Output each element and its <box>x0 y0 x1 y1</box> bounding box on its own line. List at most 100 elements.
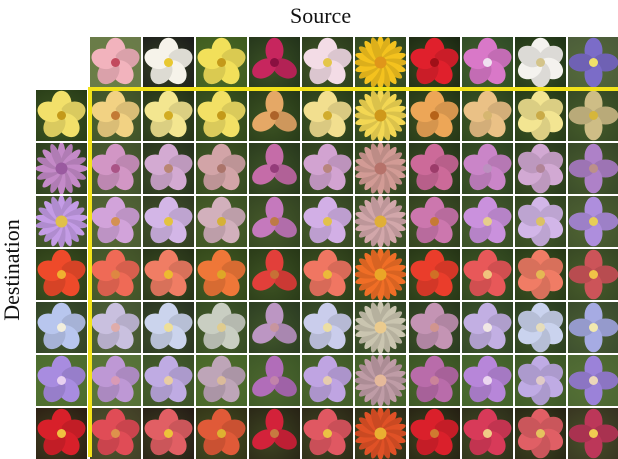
destination-flower-3 <box>36 196 87 247</box>
source-flower-8 <box>462 37 513 88</box>
generated-flower-icon <box>197 143 246 191</box>
grid-flower-r3-c2 <box>143 196 194 247</box>
source-flower-2 <box>143 37 194 88</box>
generated-flower-icon <box>517 196 564 247</box>
generated-flower-icon <box>252 355 297 397</box>
generated-flower-icon <box>91 196 140 244</box>
generated-flower-icon <box>197 408 246 456</box>
generated-flower-icon <box>410 90 459 138</box>
generated-flower-icon <box>303 302 352 350</box>
grid-flower-r4-c6 <box>355 249 406 300</box>
grid-flower-r4-c9 <box>515 249 566 300</box>
generated-flower-icon <box>568 355 618 406</box>
destination-title: Destination <box>0 219 24 321</box>
grid-flower-r5-c1 <box>90 302 141 353</box>
generated-flower-icon <box>568 408 618 459</box>
generated-flower-icon <box>568 90 618 141</box>
grid-flower-r4-c1 <box>90 249 141 300</box>
grid-flower-r7-c10 <box>568 408 618 459</box>
generated-flower-icon <box>568 196 618 247</box>
grid-flower-r2-c6 <box>355 143 406 194</box>
generated-flower-icon <box>144 90 193 138</box>
grid-flower-r7-c9 <box>515 408 566 459</box>
generated-flower-icon <box>463 143 512 191</box>
grid-flower-r7-c2 <box>143 408 194 459</box>
grid-flower-r1-c2 <box>143 90 194 141</box>
generated-flower-icon <box>252 90 297 132</box>
generated-flower-icon <box>91 249 140 297</box>
grid-flower-r4-c3 <box>196 249 247 300</box>
generated-flower-icon <box>303 249 352 297</box>
grid-flower-r1-c1 <box>90 90 141 141</box>
generated-flower-icon <box>144 408 193 456</box>
grid-flower-r4-c7 <box>409 249 460 300</box>
source-flower-10 <box>568 37 618 88</box>
generated-flower-icon <box>355 90 406 141</box>
destination-flower-1 <box>36 90 87 141</box>
grid-flower-r3-c4 <box>249 196 300 247</box>
generated-flower-icon <box>91 90 140 138</box>
generated-flower-icon <box>355 408 406 459</box>
generated-flower-icon <box>355 143 406 194</box>
generated-flower-icon <box>144 196 193 244</box>
grid-flower-r5-c8 <box>462 302 513 353</box>
source-flower-3 <box>196 37 247 88</box>
grid-flower-r6-c3 <box>196 355 247 406</box>
generated-flower-icon <box>463 355 512 403</box>
grid-flower-r4-c4 <box>249 249 300 300</box>
generated-flower-icon <box>463 408 512 456</box>
destination-flower-7 <box>36 408 87 459</box>
generated-flower-icon <box>517 90 564 141</box>
grid-flower-r7-c1 <box>90 408 141 459</box>
grid-flower-r3-c10 <box>568 196 618 247</box>
grid-flower-r2-c4 <box>249 143 300 194</box>
generated-flower-icon <box>463 302 512 350</box>
grid-flower-r1-c6 <box>355 90 406 141</box>
red-flower-icon <box>37 408 86 456</box>
generated-flower-icon <box>252 196 297 238</box>
grid-flower-r3-c8 <box>462 196 513 247</box>
generated-flower-icon <box>568 143 618 194</box>
grid-flower-r1-c4 <box>249 90 300 141</box>
grid-flower-r5-c3 <box>196 302 247 353</box>
generated-flower-icon <box>197 355 246 403</box>
grid-flower-r6-c8 <box>462 355 513 406</box>
source-flower-1 <box>90 37 141 88</box>
generated-flower-icon <box>410 355 459 403</box>
generated-flower-icon <box>517 249 564 300</box>
generated-flower-icon <box>197 302 246 350</box>
generated-flower-icon <box>303 408 352 456</box>
generated-flower-icon <box>410 249 459 297</box>
source-flower-5 <box>302 37 353 88</box>
grid-flower-r5-c10 <box>568 302 618 353</box>
generated-flower-icon <box>252 408 297 450</box>
generated-flower-icon <box>252 249 297 291</box>
generated-flower-icon <box>91 143 140 191</box>
source-flower-9 <box>515 37 566 88</box>
grid-flower-r1-c7 <box>409 90 460 141</box>
red-geranium-flower-icon <box>410 37 459 85</box>
white-lily-flower-icon <box>517 37 564 88</box>
generated-flower-icon <box>144 143 193 191</box>
grid-flower-r4-c2 <box>143 249 194 300</box>
grid-flower-r3-c3 <box>196 196 247 247</box>
generated-flower-icon <box>144 302 193 350</box>
generated-flower-icon <box>410 408 459 456</box>
generated-flower-icon <box>410 302 459 350</box>
source-flower-6 <box>355 37 406 88</box>
grid-flower-r3-c9 <box>515 196 566 247</box>
generated-flower-icon <box>355 249 406 300</box>
generated-flower-icon <box>197 196 246 244</box>
generated-flower-icon <box>517 302 564 353</box>
grid-flower-r6-c6 <box>355 355 406 406</box>
generated-flower-icon <box>517 355 564 406</box>
grid-flower-r6-c4 <box>249 355 300 406</box>
grid-flower-r5-c4 <box>249 302 300 353</box>
orange-red-flower-icon <box>37 249 86 297</box>
grid-flower-r6-c1 <box>90 355 141 406</box>
grid-flower-r2-c1 <box>90 143 141 194</box>
frame-left-line <box>88 87 92 457</box>
generated-flower-icon <box>91 355 140 403</box>
grid-flower-r7-c5 <box>302 408 353 459</box>
generated-flower-icon <box>355 302 406 353</box>
